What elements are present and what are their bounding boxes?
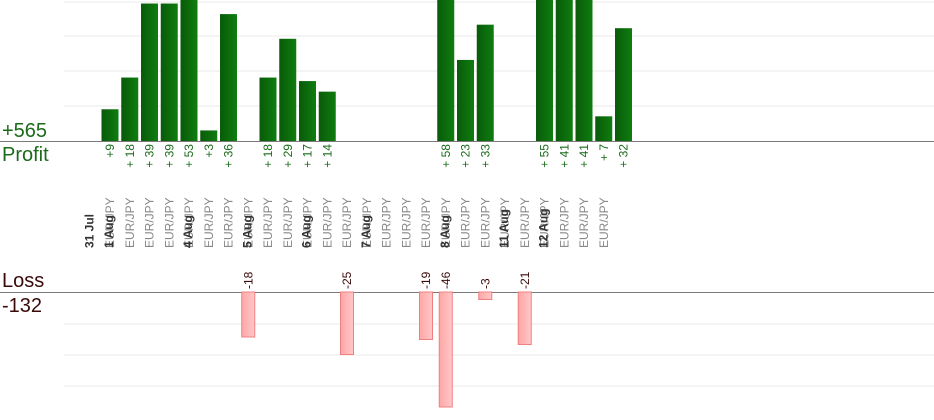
date-tick-label: 11 Aug xyxy=(497,209,511,248)
profit-bar xyxy=(457,59,474,141)
profit-value-label: + 36 xyxy=(222,144,236,168)
profit-bar xyxy=(595,116,613,141)
profit-value-label: + 39 xyxy=(143,144,157,168)
profit-bar xyxy=(259,77,277,141)
profit-bar xyxy=(299,81,316,141)
profit-value-label: + 18 xyxy=(261,144,275,168)
profit-bar xyxy=(555,0,573,141)
profit-value-label: + 14 xyxy=(320,144,334,168)
profit-bar xyxy=(476,24,494,141)
loss-value-label: -3 xyxy=(478,278,492,289)
date-tick-label: 8 Aug xyxy=(438,215,452,248)
profit-value-label: + 17 xyxy=(301,144,315,168)
profit-value-label: + 58 xyxy=(439,144,453,168)
date-tick-label: 4 Aug xyxy=(181,215,195,248)
profit-total: +565 xyxy=(2,120,48,142)
pair-tick-label: EUR/JPY xyxy=(380,197,394,248)
loss-bar xyxy=(438,291,453,408)
loss-value-label: -18 xyxy=(241,271,255,289)
loss-bar xyxy=(241,291,256,338)
loss-bar xyxy=(478,291,493,300)
profit-value-label: + 41 xyxy=(557,144,571,168)
profit-bar xyxy=(220,14,237,142)
profit-value-label: + 53 xyxy=(182,144,196,168)
pair-tick-label: EUR/JPY xyxy=(459,197,473,248)
profit-bar xyxy=(200,130,218,141)
profit-value-label: + 29 xyxy=(281,144,295,168)
profit-bar xyxy=(121,77,139,141)
profit-value-label: + 55 xyxy=(538,144,552,168)
loss-total: -132 xyxy=(2,295,43,317)
profit-value-label: + 7 xyxy=(597,144,611,161)
pair-tick-label: EUR/JPY xyxy=(340,197,354,248)
date-tick-label: 7 Aug xyxy=(359,215,373,248)
pair-tick-label: EUR/JPY xyxy=(419,197,433,248)
loss-value-label: -19 xyxy=(419,271,433,289)
profit-bar xyxy=(575,0,593,141)
pair-tick-label: EUR/JPY xyxy=(261,197,275,248)
profit-value-label: + 23 xyxy=(459,144,473,168)
pair-tick-label: EUR/JPY xyxy=(399,197,413,248)
date-tick-label: 5 Aug xyxy=(240,215,254,248)
pair-tick-label: EUR/JPY xyxy=(478,197,492,248)
profit-bar xyxy=(141,3,158,142)
pair-tick-label: EUR/JPY xyxy=(182,197,196,248)
pair-tick-label: EUR/JPY xyxy=(241,197,255,248)
loss-bar xyxy=(517,291,532,345)
profit-value-label: + 39 xyxy=(162,144,176,168)
profit-value-label: +9 xyxy=(103,144,117,158)
profit-value-label: + 18 xyxy=(123,144,137,168)
pair-tick-label: EUR/JPY xyxy=(143,197,157,248)
loss-label: Loss xyxy=(2,270,45,292)
date-tick-label: 12 Aug xyxy=(537,208,551,248)
profit-value-label: + 33 xyxy=(478,144,492,168)
profit-bar xyxy=(536,0,553,141)
pair-tick-label: EUR/JPY xyxy=(498,197,512,248)
profit-bar xyxy=(279,38,297,141)
pair-tick-label: EUR/JPY xyxy=(597,197,611,248)
profit-bar xyxy=(615,28,632,142)
profit-label: Profit xyxy=(2,144,49,166)
loss-value-label: -46 xyxy=(439,271,453,289)
profit-value-label: + 32 xyxy=(617,144,631,168)
profit-bar xyxy=(180,0,198,141)
pair-tick-label: EUR/JPY xyxy=(577,197,591,248)
date-tick-label: 6 Aug xyxy=(300,215,314,248)
date-tick-label: 1 Aug xyxy=(102,215,116,248)
profit-bar xyxy=(160,3,178,142)
pair-tick-label: EUR/JPY xyxy=(202,197,216,248)
pair-tick-label: EUR/JPY xyxy=(518,197,532,248)
pair-tick-label: EUR/JPY xyxy=(103,197,117,248)
pair-tick-label: EUR/JPY xyxy=(123,197,137,248)
profit-value-label: + 41 xyxy=(577,144,591,168)
pair-tick-label: EUR/JPY xyxy=(281,197,295,248)
pair-tick-label: EUR/JPY xyxy=(360,197,374,248)
loss-bar xyxy=(419,291,433,340)
pair-tick-label: EUR/JPY xyxy=(162,197,176,248)
loss-value-label: -25 xyxy=(340,271,354,289)
pair-tick-label: EUR/JPY xyxy=(439,197,453,248)
pair-tick-label: EUR/JPY xyxy=(320,197,334,248)
loss-bar xyxy=(340,291,354,355)
pair-tick-label: EUR/JPY xyxy=(538,197,552,248)
pair-tick-label: EUR/JPY xyxy=(222,197,236,248)
profit-bar xyxy=(101,109,119,141)
profit-value-label: +3 xyxy=(202,144,216,158)
loss-value-label: -21 xyxy=(518,271,532,289)
pair-tick-label: EUR/JPY xyxy=(557,197,571,248)
profit-bar xyxy=(318,91,336,141)
profit-bar xyxy=(437,0,455,141)
date-tick-label: 31 Jul xyxy=(82,214,96,248)
pair-tick-label: EUR/JPY xyxy=(301,197,315,248)
